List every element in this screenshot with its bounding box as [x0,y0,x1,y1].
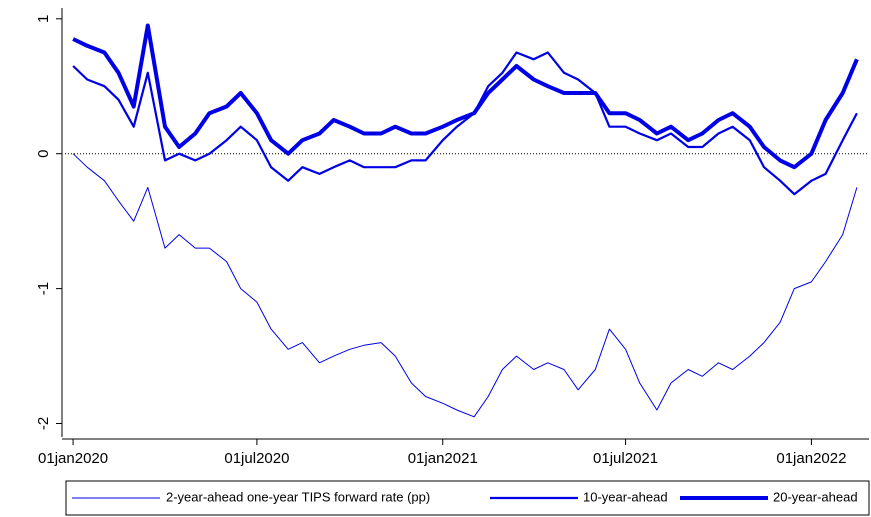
x-tick-label: 01jan2022 [776,450,846,467]
y-tick-label: 1 [35,15,52,23]
y-tick-label: 0 [35,150,52,158]
x-tick-label: 01jul2021 [593,450,658,467]
y-tick-label: -1 [35,282,52,295]
y-tick-label: -2 [35,417,52,430]
series-line [72,23,859,170]
x-tick-label: 01jan2020 [38,450,108,467]
legend-label: 20-year-ahead [773,489,858,504]
x-tick-label: 01jul2020 [224,450,289,467]
legend-label: 10-year-ahead [583,489,668,504]
series-line [72,51,858,196]
x-tick-label: 01jan2021 [408,450,478,467]
legend-label: 2-year-ahead one-year TIPS forward rate … [166,489,430,504]
series-line [72,153,858,418]
